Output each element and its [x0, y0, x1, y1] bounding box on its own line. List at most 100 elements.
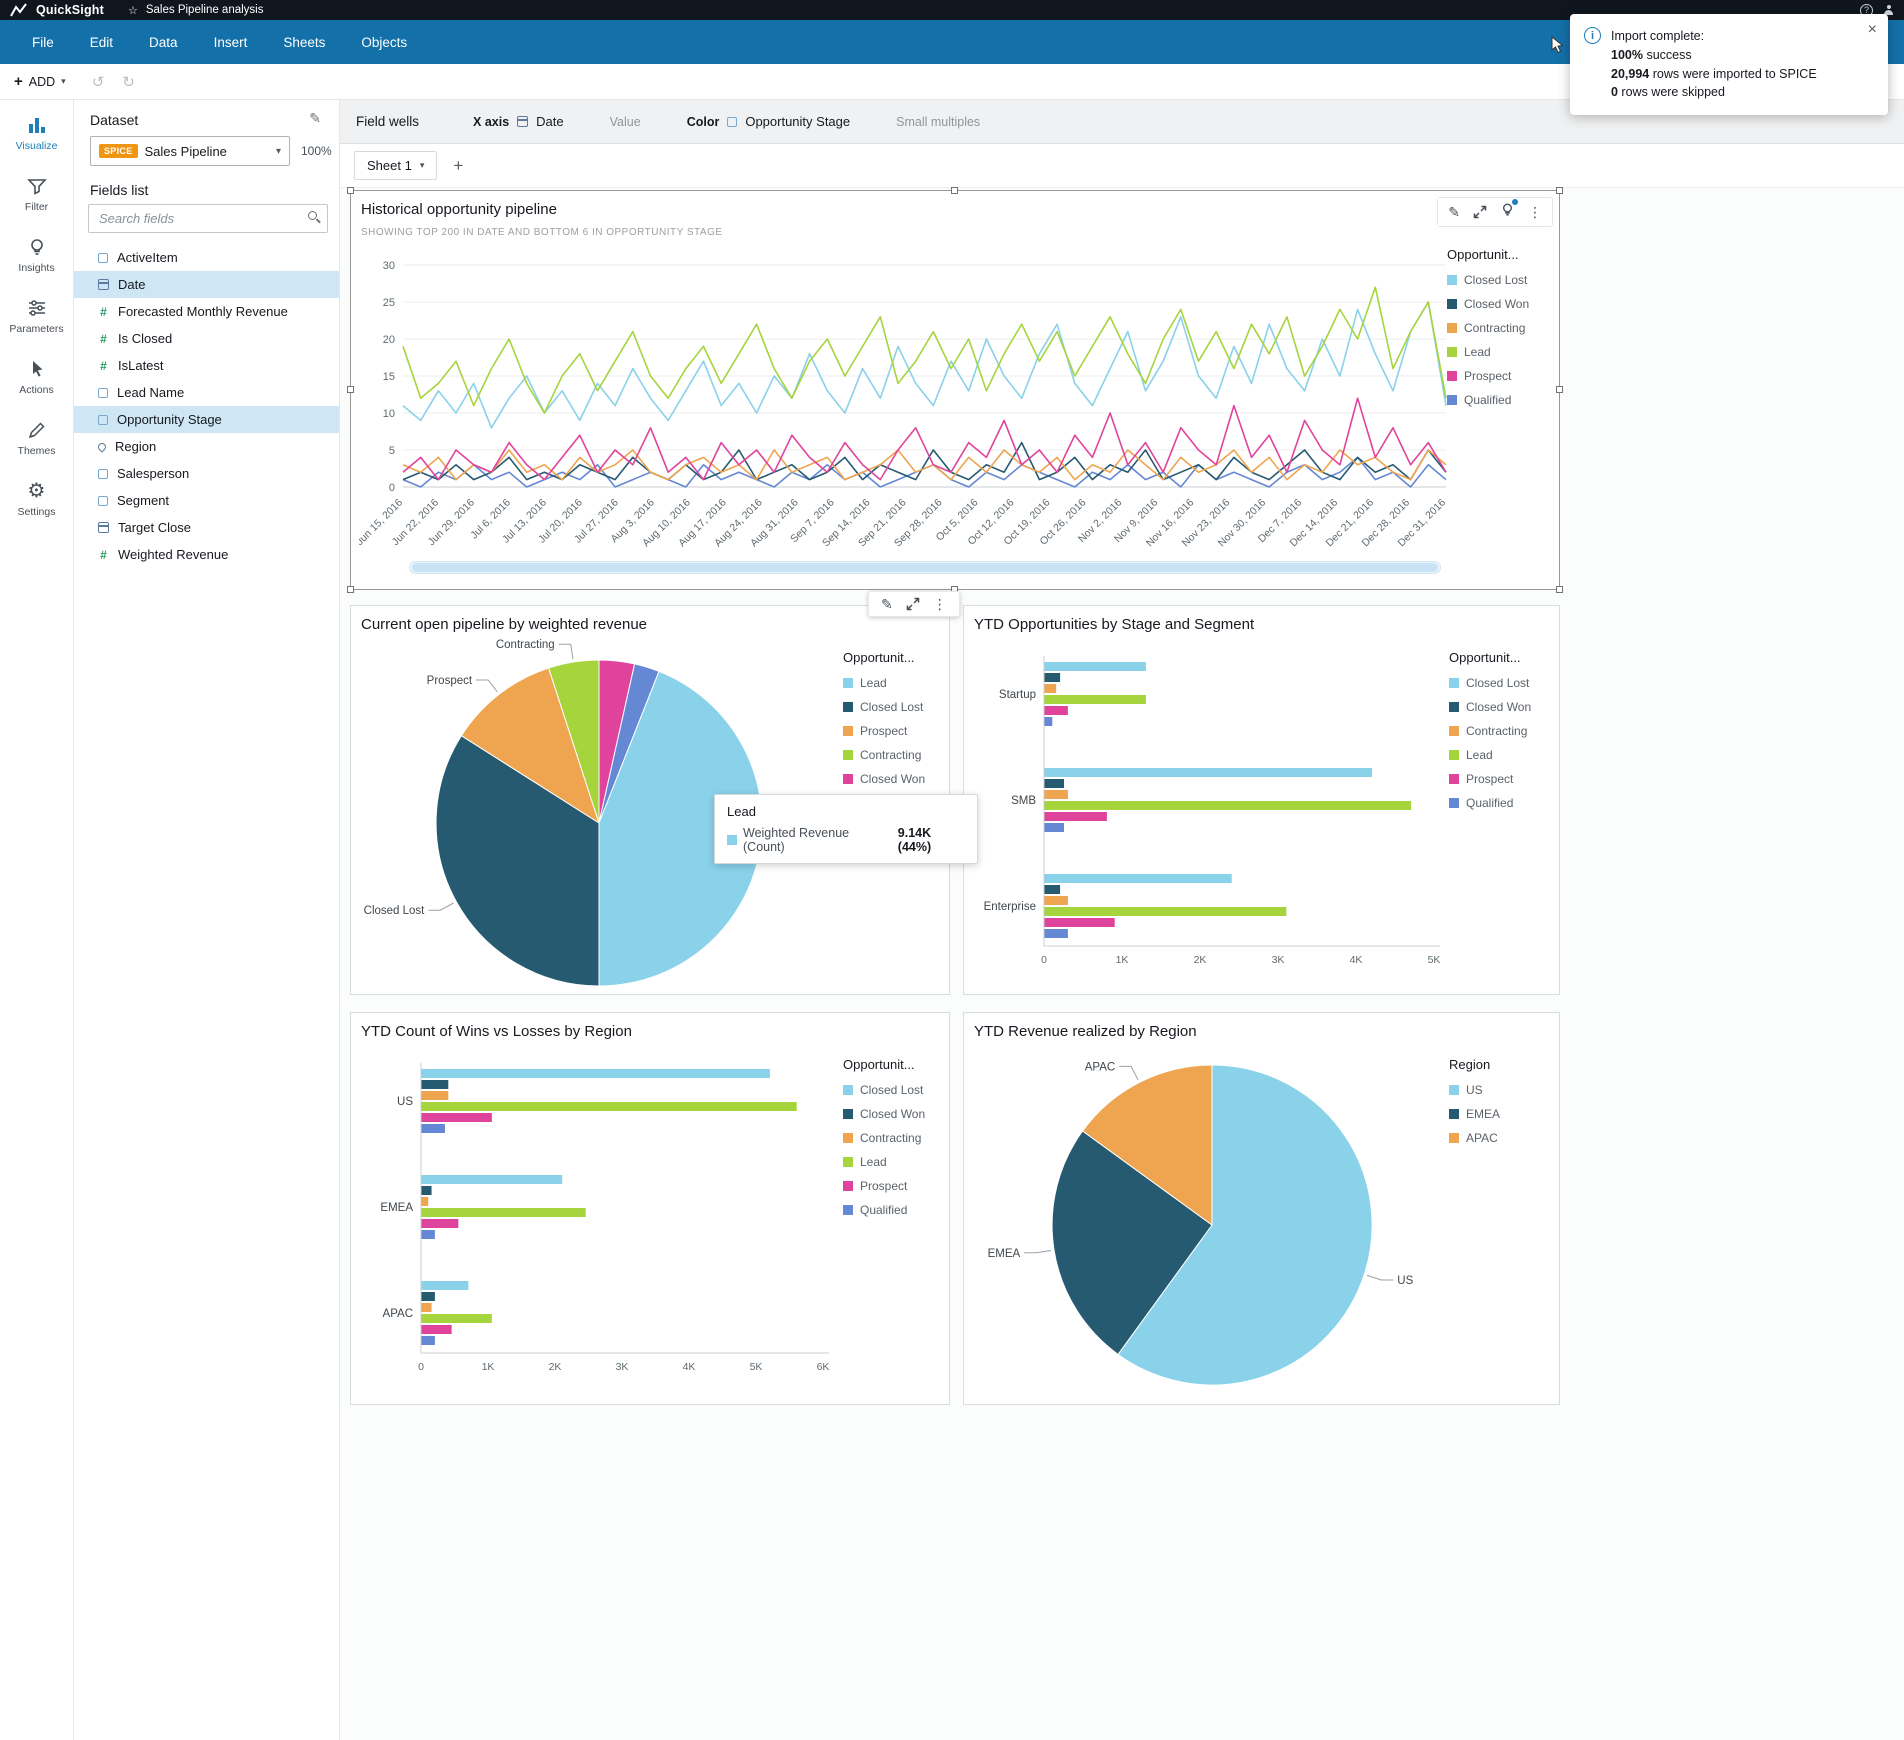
- edit-visual-icon[interactable]: ✎: [1448, 204, 1460, 220]
- legend-item[interactable]: Prospect: [843, 724, 949, 738]
- legend: Opportunit... Closed Lost Closed Won Contr…: [843, 1057, 949, 1227]
- legend-item[interactable]: Closed Lost: [843, 1083, 949, 1097]
- field-item[interactable]: # IsLatest: [74, 352, 339, 379]
- menu-objects[interactable]: Objects: [361, 34, 408, 50]
- legend-item[interactable]: Prospect: [843, 1179, 949, 1193]
- svg-text:EMEA: EMEA: [380, 1202, 413, 1214]
- legend-item[interactable]: Contracting: [1447, 321, 1553, 335]
- expand-icon[interactable]: [906, 597, 920, 611]
- rail-item-parameters[interactable]: Parameters: [9, 297, 64, 335]
- legend-item[interactable]: Lead: [1447, 345, 1553, 359]
- legend-item[interactable]: Closed Won: [843, 772, 949, 786]
- close-icon[interactable]: ×: [1867, 21, 1877, 38]
- legend-item[interactable]: Lead: [843, 676, 949, 690]
- well-color[interactable]: Color Opportunity Stage: [687, 114, 850, 129]
- favorite-star-icon[interactable]: ☆: [127, 4, 138, 17]
- sheet-tab[interactable]: Sheet 1 ▾: [354, 151, 438, 180]
- visual-historical-pipeline[interactable]: Historical opportunity pipeline SHOWING …: [347, 187, 1563, 593]
- legend-item[interactable]: Prospect: [1449, 772, 1555, 786]
- rail-item-themes[interactable]: Themes: [18, 419, 55, 457]
- resize-handle[interactable]: [347, 187, 354, 194]
- legend-item[interactable]: Qualified: [1449, 796, 1555, 810]
- scrollbar-thumb[interactable]: [412, 563, 1438, 572]
- bar-chart[interactable]: US EMEA APAC 0 1K 2K 3K 4K 5K 6K: [365, 1057, 925, 1397]
- dataset-select[interactable]: SPICE Sales Pipeline ▾: [90, 136, 290, 166]
- field-item[interactable]: Opportunity Stage: [74, 406, 339, 433]
- well-x-axis[interactable]: X axis Date: [473, 114, 564, 129]
- field-item[interactable]: # Forecasted Monthly Revenue: [74, 298, 339, 325]
- analysis-title: Sales Pipeline analysis: [145, 4, 264, 16]
- legend-item[interactable]: Contracting: [1449, 724, 1555, 738]
- redo-icon[interactable]: ↻: [122, 73, 135, 91]
- visual-wins-losses-bars[interactable]: YTD Count of Wins vs Losses by Region US…: [350, 1012, 950, 1405]
- legend-item[interactable]: Contracting: [843, 748, 949, 762]
- resize-handle[interactable]: [951, 187, 958, 194]
- rail-item-actions[interactable]: Actions: [19, 358, 54, 396]
- rail-item-visualize[interactable]: Visualize: [16, 114, 57, 152]
- legend-item[interactable]: Closed Won: [1447, 297, 1553, 311]
- color-label: Color: [686, 114, 720, 129]
- undo-icon[interactable]: ↺: [91, 73, 105, 91]
- legend-item[interactable]: Closed Won: [1449, 700, 1555, 714]
- pie-chart[interactable]: US EMEA APAC: [964, 1013, 1561, 1406]
- field-label: Weighted Revenue: [118, 547, 229, 562]
- search-input[interactable]: [88, 204, 328, 233]
- legend-item[interactable]: Closed Won: [843, 1107, 949, 1121]
- menu-data[interactable]: Data: [149, 34, 178, 50]
- insights-bulb-icon[interactable]: [1500, 199, 1518, 222]
- resize-handle[interactable]: [347, 386, 354, 393]
- field-item[interactable]: Lead Name: [74, 379, 339, 406]
- resize-handle[interactable]: [1556, 386, 1563, 393]
- legend-item[interactable]: Closed Lost: [843, 700, 949, 714]
- legend-item[interactable]: APAC: [1449, 1131, 1555, 1145]
- svg-text:US: US: [397, 1096, 413, 1108]
- legend-item[interactable]: Lead: [1449, 748, 1555, 762]
- visual-ytd-opportunities-bars[interactable]: YTD Opportunities by Stage and Segment S…: [963, 605, 1560, 995]
- menu-dots-icon[interactable]: ⋮: [932, 596, 947, 612]
- rail-item-settings[interactable]: ⚙ Settings: [18, 480, 56, 518]
- menu-insert[interactable]: Insert: [213, 34, 248, 50]
- rail-item-filter[interactable]: Filter: [25, 175, 48, 213]
- field-item[interactable]: Region: [74, 433, 339, 460]
- edit-visual-icon[interactable]: ✎: [881, 596, 893, 612]
- resize-handle[interactable]: [1556, 187, 1563, 194]
- legend-item[interactable]: Closed Lost: [1449, 676, 1555, 690]
- legend-item[interactable]: Qualified: [1447, 393, 1553, 407]
- well-small-multiples[interactable]: Small multiples: [896, 114, 981, 129]
- pie-chart[interactable]: Lead Closed Lost Prospect Contracting: [351, 606, 951, 996]
- date-range-scrollbar[interactable]: [409, 561, 1441, 574]
- well-value[interactable]: Value: [609, 114, 641, 129]
- field-item[interactable]: Salesperson: [74, 460, 339, 487]
- field-item[interactable]: # Weighted Revenue: [74, 541, 339, 568]
- visual-open-pipeline-pie[interactable]: Current open pipeline by weighted revenu…: [350, 605, 978, 996]
- legend-item[interactable]: Contracting: [843, 1131, 949, 1145]
- legend-item[interactable]: US: [1449, 1083, 1555, 1097]
- legend-item[interactable]: Closed Lost: [1447, 273, 1553, 287]
- field-item[interactable]: Target Close: [74, 514, 339, 541]
- bar-chart[interactable]: Startup SMB Enterprise 0 1K 2K 3K 4K 5K: [978, 650, 1538, 980]
- field-item[interactable]: ActiveItem: [74, 244, 339, 271]
- add-button[interactable]: + ADD ▾: [14, 73, 66, 90]
- rail-item-insights[interactable]: Insights: [18, 236, 55, 274]
- expand-icon[interactable]: [1473, 205, 1487, 219]
- field-item[interactable]: Date: [74, 271, 339, 298]
- resize-handle[interactable]: [1556, 586, 1563, 593]
- visual-revenue-region-pie[interactable]: YTD Revenue realized by Region US EMEA APA…: [963, 1012, 1560, 1405]
- legend-item[interactable]: Prospect: [1447, 369, 1553, 383]
- legend-label: Closed Won: [860, 1107, 926, 1121]
- legend-item[interactable]: EMEA: [1449, 1107, 1555, 1121]
- menu-dots-icon[interactable]: ⋮: [1528, 204, 1542, 220]
- menu-edit[interactable]: Edit: [89, 34, 114, 50]
- field-item[interactable]: Segment: [74, 487, 339, 514]
- edit-dataset-icon[interactable]: ✎: [309, 110, 321, 126]
- menu-sheets[interactable]: Sheets: [283, 34, 326, 50]
- menu-file[interactable]: File: [32, 34, 54, 50]
- field-item[interactable]: # Is Closed: [74, 325, 339, 352]
- legend-item[interactable]: Qualified: [843, 1203, 949, 1217]
- legend-swatch: [843, 750, 853, 760]
- add-sheet-button[interactable]: +: [453, 155, 464, 175]
- user-icon[interactable]: [1883, 4, 1894, 16]
- resize-handle[interactable]: [347, 586, 354, 593]
- legend-item[interactable]: Lead: [843, 1155, 949, 1169]
